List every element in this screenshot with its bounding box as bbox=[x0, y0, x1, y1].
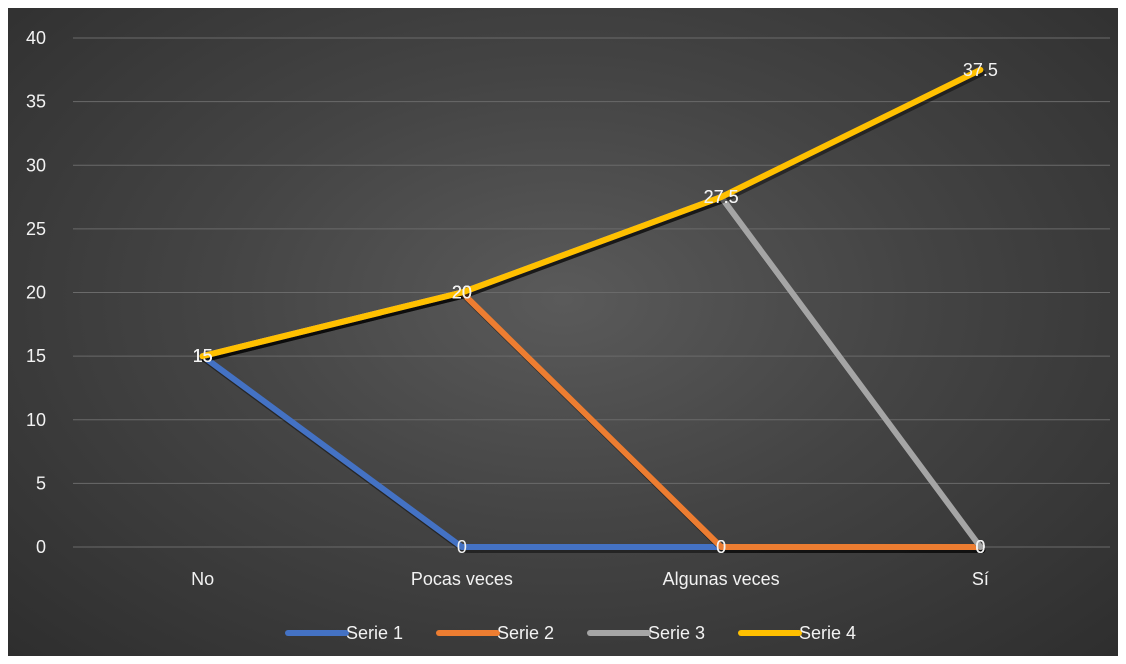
y-tick-label: 35 bbox=[26, 92, 46, 112]
series-line-shadow bbox=[201, 69, 986, 363]
data-label: 27.5 bbox=[704, 187, 739, 207]
x-category-label: No bbox=[191, 569, 214, 589]
data-label: 15 bbox=[193, 346, 213, 366]
chart-area: 0 5 10 15 20 25 30 35 40 No Pocas veces Algunas ve… bbox=[8, 8, 1118, 656]
data-label: 37.5 bbox=[963, 60, 998, 80]
legend-entry: Serie 4 bbox=[799, 623, 856, 643]
y-tick-label: 20 bbox=[26, 283, 46, 303]
legend: Serie 1 Serie 2 Serie 3 Serie 4 bbox=[285, 623, 856, 643]
data-label: 15 bbox=[193, 346, 213, 366]
y-axis-ticks: 0 5 10 15 20 25 30 35 40 bbox=[26, 28, 46, 557]
data-label: 0 bbox=[716, 537, 726, 557]
data-label: 15 bbox=[193, 346, 213, 366]
line-chart: 0 5 10 15 20 25 30 35 40 No Pocas veces Algunas ve… bbox=[26, 28, 1110, 643]
gridlines bbox=[73, 37, 1110, 548]
x-axis-categories: No Pocas veces Algunas veces Sí bbox=[191, 569, 989, 589]
data-label: 15 bbox=[193, 346, 213, 366]
legend-entry: Serie 1 bbox=[346, 623, 403, 643]
legend-entry: Serie 3 bbox=[648, 623, 705, 643]
data-label: 0 bbox=[716, 537, 726, 557]
data-label: 27.5 bbox=[704, 187, 739, 207]
series-lines bbox=[199, 66, 986, 553]
x-category-label: Algunas veces bbox=[663, 569, 780, 589]
data-label: 0 bbox=[975, 537, 985, 557]
y-tick-label: 5 bbox=[36, 473, 46, 493]
y-tick-label: 40 bbox=[26, 28, 46, 48]
legend-entry: Serie 2 bbox=[497, 623, 554, 643]
y-tick-label: 0 bbox=[36, 537, 46, 557]
x-category-label: Sí bbox=[972, 569, 989, 589]
x-category-label: Pocas veces bbox=[411, 569, 513, 589]
data-label: 20 bbox=[452, 283, 472, 303]
y-tick-label: 15 bbox=[26, 346, 46, 366]
y-tick-label: 30 bbox=[26, 155, 46, 175]
data-label: 0 bbox=[975, 537, 985, 557]
series-line-shadow bbox=[201, 197, 986, 553]
series-line-4 bbox=[199, 66, 984, 360]
data-label: 20 bbox=[452, 283, 472, 303]
y-tick-label: 25 bbox=[26, 219, 46, 239]
data-label: 0 bbox=[457, 537, 467, 557]
data-label: 20 bbox=[452, 283, 472, 303]
data-label: 0 bbox=[975, 537, 985, 557]
y-tick-label: 10 bbox=[26, 410, 46, 430]
